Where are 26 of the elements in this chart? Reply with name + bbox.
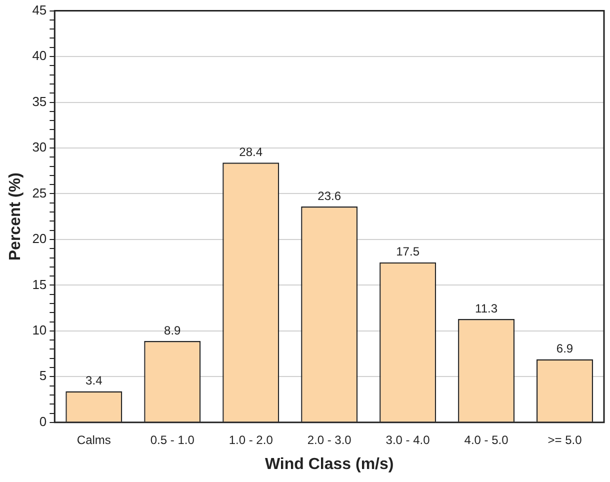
x-tick-label: >= 5.0: [548, 432, 582, 447]
y-tick-label: 20: [32, 231, 47, 246]
y-tick-label: 40: [32, 48, 47, 64]
y-axis-title: Percent (%): [7, 172, 24, 261]
y-tick-label: 25: [32, 185, 47, 200]
data-label: 6.9: [556, 342, 574, 356]
x-tick-label: 1.0 - 2.0: [228, 432, 274, 447]
y-tick-label: 5: [39, 368, 47, 384]
y-tick-label: 35: [32, 94, 47, 109]
y-tick-label: 10: [32, 322, 47, 338]
x-tick-label: 3.0 - 4.0: [386, 432, 430, 447]
y-tick-label: 15: [32, 276, 47, 292]
data-label: 8.9: [164, 323, 182, 338]
data-label: 28.4: [239, 144, 263, 159]
y-tick-label: 45: [32, 2, 47, 18]
x-tick-label: 0.5 - 1.0: [150, 432, 195, 447]
data-label: 11.3: [475, 301, 498, 316]
y-tick-label: 30: [32, 140, 47, 155]
data-label: 23.6: [318, 188, 342, 203]
y-tick-label: 0: [39, 414, 47, 429]
x-tick-label: Calms: [76, 432, 111, 447]
x-tick-label: 4.0 - 5.0: [464, 432, 509, 447]
x-axis-title: Wind Class (m/s): [264, 456, 394, 473]
data-label: 17.5: [396, 244, 420, 259]
x-tick-label: 2.0 - 3.0: [307, 432, 352, 447]
data-label: 3.4: [86, 374, 103, 388]
